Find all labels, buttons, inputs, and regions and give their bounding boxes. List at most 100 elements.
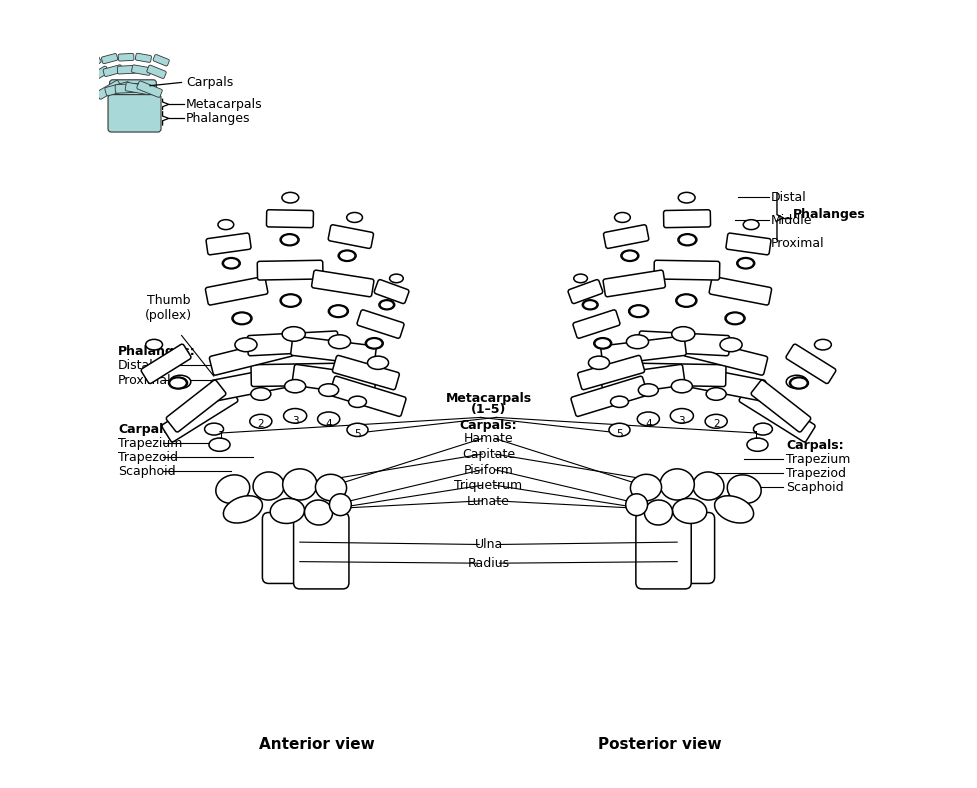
Text: Proximal: Proximal bbox=[771, 237, 825, 251]
Ellipse shape bbox=[280, 234, 299, 246]
Ellipse shape bbox=[660, 469, 695, 500]
Ellipse shape bbox=[725, 312, 745, 325]
Ellipse shape bbox=[250, 414, 272, 428]
Text: Triquetrum: Triquetrum bbox=[454, 479, 523, 492]
Text: 3: 3 bbox=[679, 416, 685, 426]
Ellipse shape bbox=[282, 192, 299, 203]
Ellipse shape bbox=[281, 235, 298, 245]
Ellipse shape bbox=[204, 423, 224, 435]
FancyBboxPatch shape bbox=[147, 65, 166, 79]
Ellipse shape bbox=[611, 396, 628, 407]
Ellipse shape bbox=[737, 258, 754, 269]
Ellipse shape bbox=[671, 380, 693, 393]
Ellipse shape bbox=[234, 338, 257, 351]
FancyBboxPatch shape bbox=[568, 280, 603, 303]
FancyBboxPatch shape bbox=[332, 355, 400, 390]
Ellipse shape bbox=[678, 234, 697, 246]
FancyBboxPatch shape bbox=[251, 363, 338, 387]
Text: Carpals:: Carpals: bbox=[118, 423, 176, 436]
Text: Carpals:: Carpals: bbox=[786, 439, 844, 452]
Ellipse shape bbox=[706, 388, 726, 400]
Ellipse shape bbox=[583, 300, 597, 309]
Ellipse shape bbox=[630, 474, 661, 501]
Text: 2: 2 bbox=[713, 419, 719, 429]
FancyBboxPatch shape bbox=[162, 385, 237, 442]
Ellipse shape bbox=[573, 274, 587, 283]
Ellipse shape bbox=[349, 396, 366, 407]
Ellipse shape bbox=[338, 250, 356, 262]
FancyBboxPatch shape bbox=[117, 65, 136, 74]
Ellipse shape bbox=[170, 377, 187, 388]
FancyBboxPatch shape bbox=[681, 365, 766, 401]
Text: Proximal: Proximal bbox=[118, 374, 172, 387]
FancyBboxPatch shape bbox=[312, 270, 374, 297]
Ellipse shape bbox=[638, 384, 658, 396]
Text: Phalanges: Phalanges bbox=[186, 112, 250, 125]
Ellipse shape bbox=[790, 377, 807, 388]
Ellipse shape bbox=[672, 327, 695, 341]
Ellipse shape bbox=[582, 299, 598, 310]
Ellipse shape bbox=[209, 438, 230, 452]
FancyBboxPatch shape bbox=[603, 270, 665, 297]
Text: Middle: Middle bbox=[771, 214, 812, 227]
Ellipse shape bbox=[743, 220, 759, 229]
Ellipse shape bbox=[319, 384, 339, 396]
Text: Scaphoid: Scaphoid bbox=[118, 465, 176, 478]
Ellipse shape bbox=[628, 305, 649, 318]
Ellipse shape bbox=[815, 340, 831, 350]
Text: Capitate: Capitate bbox=[462, 448, 515, 461]
Ellipse shape bbox=[283, 408, 307, 423]
Ellipse shape bbox=[622, 251, 638, 261]
Ellipse shape bbox=[329, 306, 347, 317]
Ellipse shape bbox=[626, 335, 649, 349]
Ellipse shape bbox=[169, 377, 188, 389]
FancyBboxPatch shape bbox=[740, 385, 815, 442]
Text: Scaphoid: Scaphoid bbox=[786, 481, 844, 493]
Ellipse shape bbox=[594, 338, 612, 349]
FancyBboxPatch shape bbox=[211, 365, 296, 401]
Ellipse shape bbox=[672, 499, 706, 523]
Text: (1–5): (1–5) bbox=[471, 403, 506, 417]
FancyBboxPatch shape bbox=[115, 96, 150, 120]
Text: Phalanges:: Phalanges: bbox=[118, 345, 196, 358]
FancyBboxPatch shape bbox=[263, 512, 306, 583]
Text: Lunate: Lunate bbox=[467, 495, 510, 507]
FancyBboxPatch shape bbox=[206, 233, 251, 255]
Ellipse shape bbox=[747, 438, 768, 452]
Ellipse shape bbox=[367, 356, 389, 370]
Text: Trapezoid: Trapezoid bbox=[118, 451, 178, 464]
FancyBboxPatch shape bbox=[291, 336, 376, 365]
Ellipse shape bbox=[347, 423, 368, 437]
FancyBboxPatch shape bbox=[108, 95, 161, 132]
Ellipse shape bbox=[223, 258, 240, 269]
Text: Distal: Distal bbox=[118, 359, 154, 372]
Ellipse shape bbox=[727, 475, 761, 504]
Ellipse shape bbox=[789, 377, 808, 389]
Ellipse shape bbox=[615, 213, 630, 222]
Ellipse shape bbox=[366, 338, 382, 348]
Ellipse shape bbox=[726, 313, 743, 324]
Text: Phalanges: Phalanges bbox=[792, 208, 866, 221]
Ellipse shape bbox=[621, 250, 639, 262]
FancyBboxPatch shape bbox=[125, 83, 150, 95]
Ellipse shape bbox=[318, 412, 340, 426]
Text: Trapezium: Trapezium bbox=[786, 452, 851, 466]
Ellipse shape bbox=[705, 414, 727, 428]
Text: Pisiform: Pisiform bbox=[463, 463, 514, 477]
Ellipse shape bbox=[390, 274, 404, 283]
FancyBboxPatch shape bbox=[115, 84, 141, 93]
Ellipse shape bbox=[271, 499, 305, 523]
FancyBboxPatch shape bbox=[292, 365, 376, 396]
Ellipse shape bbox=[284, 380, 306, 393]
Text: Trapeziod: Trapeziod bbox=[786, 466, 846, 480]
FancyBboxPatch shape bbox=[153, 54, 169, 66]
FancyBboxPatch shape bbox=[601, 336, 686, 365]
FancyBboxPatch shape bbox=[709, 277, 772, 305]
FancyBboxPatch shape bbox=[267, 210, 314, 228]
FancyBboxPatch shape bbox=[374, 280, 409, 303]
Ellipse shape bbox=[693, 472, 724, 500]
FancyBboxPatch shape bbox=[684, 337, 768, 375]
Text: Carpals:: Carpals: bbox=[460, 419, 517, 432]
Ellipse shape bbox=[677, 295, 696, 307]
Ellipse shape bbox=[720, 338, 743, 351]
